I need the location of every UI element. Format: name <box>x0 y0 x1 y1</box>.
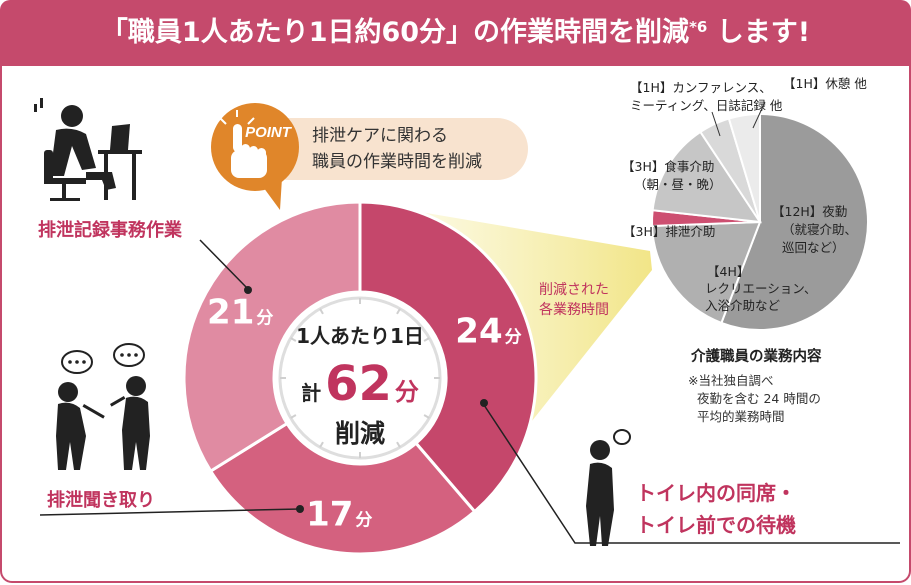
title-banner <box>0 0 911 66</box>
pie-slice-label: 【3H】排泄介助 <box>623 224 715 239</box>
donut-labels: 24 分17 分21 分 <box>207 293 522 535</box>
donut-chart <box>182 200 538 556</box>
pie-slice-label: 入浴介助など <box>705 298 781 313</box>
clock-tick <box>290 337 297 342</box>
center-unit: 分 <box>395 378 419 406</box>
clock-tick <box>396 441 401 448</box>
center-prefix: 計 <box>301 381 321 405</box>
donut-value-number: 17 <box>306 494 353 534</box>
leader-line-interview <box>39 508 301 516</box>
point-badge-label: POINT <box>245 124 293 141</box>
clock-tick <box>290 414 297 419</box>
pie-slice-label: 【1H】休憩 他 <box>783 76 867 91</box>
pie-leader-conference <box>711 111 721 137</box>
callout-toilet-2: トイレ前での待機 <box>636 513 796 537</box>
callout-toilet-1: トイレ内の同席・ <box>636 481 796 505</box>
pie-slice-label: （就寝介助、 <box>782 222 857 237</box>
leader-line-record <box>199 239 249 290</box>
clock-ticks <box>280 298 440 458</box>
pie-slice-label: （朝・昼・晩） <box>634 177 722 192</box>
reduced-label-2: 各業務時間 <box>539 302 609 318</box>
banner-title: 「職員1人あたり1日約60分」の作業時間を削減*6 します! <box>0 0 911 66</box>
pie-note-2: 夜勤を含む 24 時間の <box>697 391 821 406</box>
pie-title: 介護職員の業務内容 <box>690 347 822 365</box>
donut-value-unit: 分 <box>256 309 273 329</box>
donut-value-label: 17 分 <box>306 494 372 534</box>
leader-line-toilet <box>483 404 900 544</box>
donut-value-unit: 分 <box>505 327 522 347</box>
pie-slice <box>651 130 763 224</box>
hand-tap-lines <box>219 110 255 125</box>
pie-slice-label: ミーティング、日誌記録 他 <box>630 98 783 113</box>
reduced-label-1: 削減された <box>539 281 609 298</box>
point-bubble <box>258 118 528 180</box>
pie-note-1: ※当社独自調べ <box>688 373 773 388</box>
leader-dot-toilet <box>480 399 488 407</box>
pie-slice-label: 巡回など） <box>782 240 845 255</box>
center-value: 62 <box>325 356 392 412</box>
donut-value-label: 24 分 <box>455 311 521 351</box>
work-breakdown-pie <box>651 112 869 331</box>
leader-dot-interview <box>296 505 304 513</box>
clock-tick <box>396 308 401 315</box>
desk-worker-icon <box>34 98 142 201</box>
donut-value-label: 21 分 <box>207 293 273 333</box>
callout-record: 排泄記録事務作業 <box>38 219 183 241</box>
donut-center <box>274 292 446 464</box>
point-text: 排泄ケアに関わる 職員の作業時間を削減 <box>312 123 482 175</box>
work-breakdown-labels: 【12H】夜勤 （就寝介助、巡回など） 【4H】レクリエーション、入浴介助など 【3H… <box>622 76 867 313</box>
clock-tick <box>423 414 430 419</box>
callout-interview: 排泄聞き取り <box>47 489 155 511</box>
pie-leader-break <box>752 101 766 129</box>
leader-dot-record <box>244 286 252 294</box>
center-line-3: 削減 <box>335 419 385 448</box>
pie-slice-label: 【4H】 <box>707 264 749 279</box>
point-line-2: 職員の作業時間を削減 <box>312 152 482 172</box>
banner-title-end: します! <box>716 17 811 48</box>
hand-pointer-icon <box>231 124 267 178</box>
pie-slice-label: レクリエーション、 <box>705 281 817 296</box>
clock-tick <box>319 308 324 315</box>
pie-slice-label: 【1H】カンファレンス、 <box>630 80 772 95</box>
standing-person-icon <box>586 429 631 546</box>
center-value-line: 計62 分 <box>301 356 419 412</box>
clock-tick <box>319 441 324 448</box>
pie-note-3: 平均的業務時間 <box>697 409 785 424</box>
footnote-mark: *6 <box>689 18 708 36</box>
pie-slice-label: 【3H】食事介助 <box>622 159 714 174</box>
center-line-1: 1人あたり1日 <box>296 324 424 348</box>
donut-value-number: 21 <box>207 293 254 333</box>
conversation-icon <box>56 343 150 470</box>
clock-tick <box>423 337 430 342</box>
banner-title-text: 「職員1人あたり1日約60分」の作業時間を削減 <box>100 17 690 48</box>
pie-slice <box>720 112 869 331</box>
donut-value-unit: 分 <box>355 510 372 530</box>
pie-slice <box>651 220 762 325</box>
pie-slice-label: 【12H】夜勤 <box>772 204 847 219</box>
point-line-1: 排泄ケアに関わる <box>312 126 448 146</box>
donut-value-number: 24 <box>455 311 502 351</box>
